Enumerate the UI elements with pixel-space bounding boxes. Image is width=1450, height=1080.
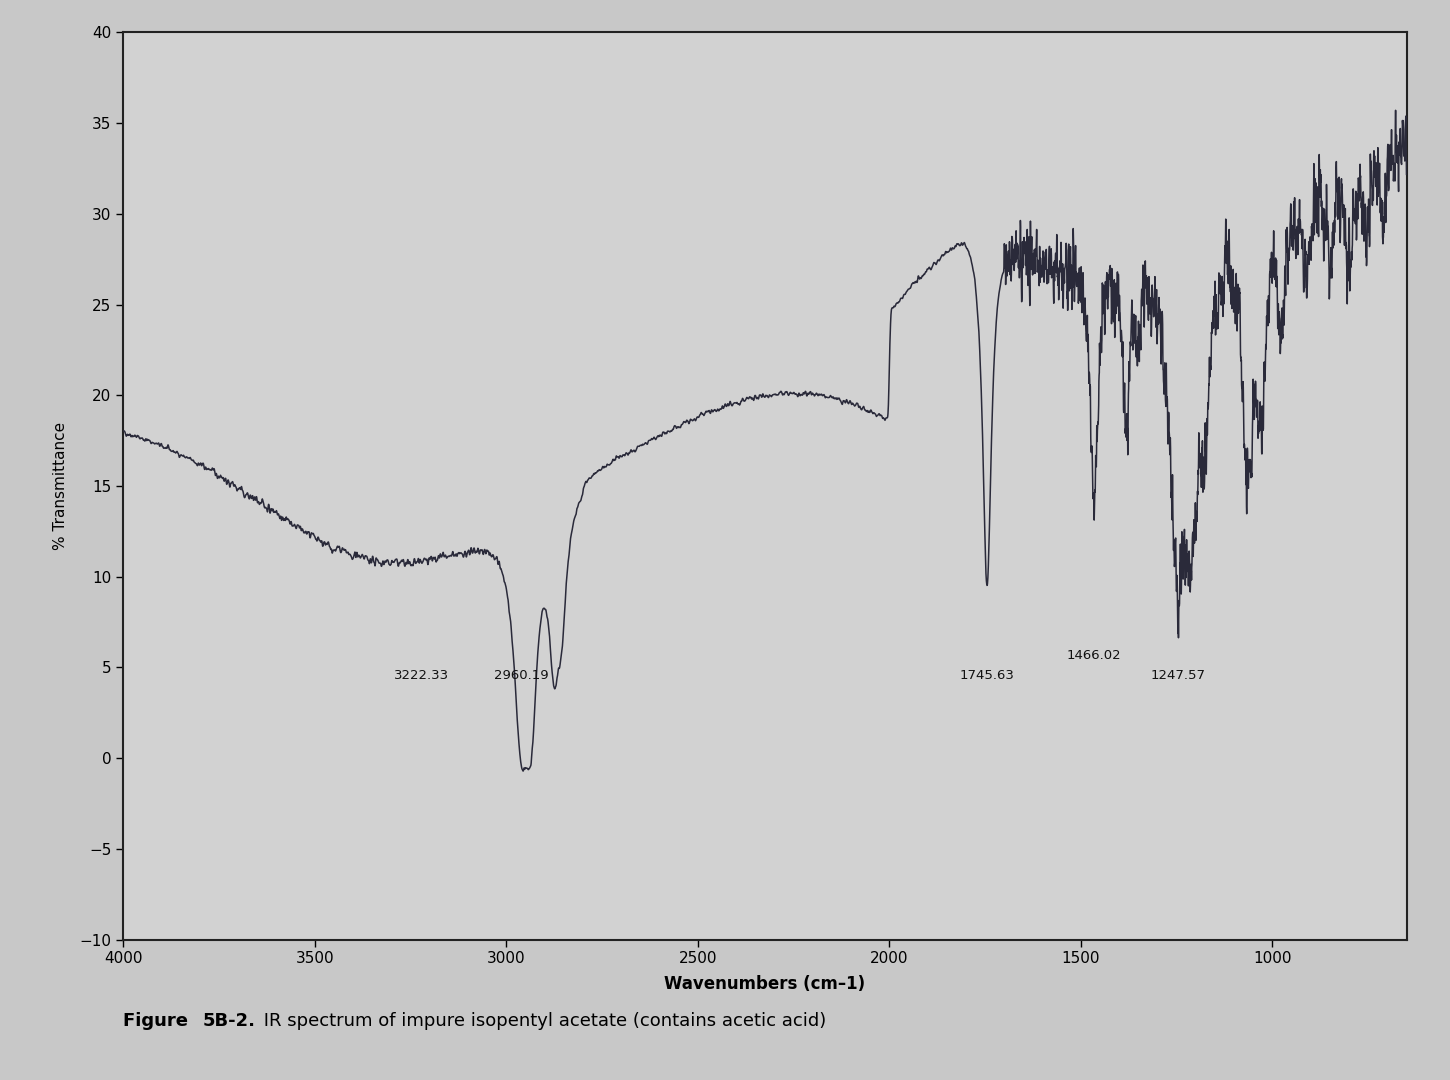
Text: 1745.63: 1745.63: [960, 669, 1014, 681]
Text: 2960.19: 2960.19: [494, 669, 550, 681]
Text: Figure: Figure: [123, 1012, 194, 1030]
Text: IR spectrum of impure isopentyl acetate (contains acetic acid): IR spectrum of impure isopentyl acetate …: [258, 1012, 826, 1030]
Text: 1247.57: 1247.57: [1150, 669, 1205, 681]
X-axis label: Wavenumbers (cm–1): Wavenumbers (cm–1): [664, 975, 866, 993]
Y-axis label: % Transmittance: % Transmittance: [54, 422, 68, 550]
Text: 1466.02: 1466.02: [1067, 649, 1121, 662]
Text: 5B-2.: 5B-2.: [203, 1012, 257, 1030]
Text: 3222.33: 3222.33: [393, 669, 448, 681]
